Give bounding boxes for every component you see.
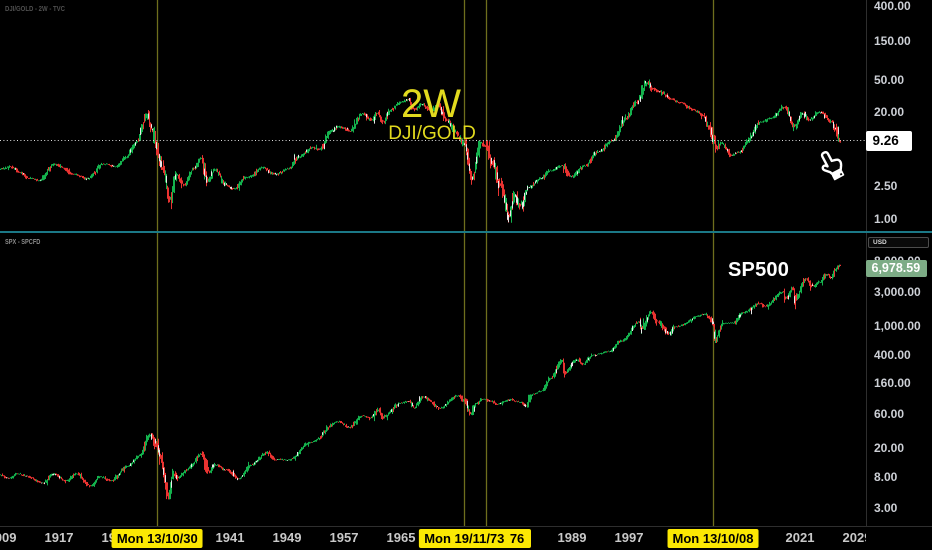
event-date-flag[interactable]: Mon 13/10/08 xyxy=(667,528,759,548)
bottom-pane-symbol-legend[interactable]: SPX - SPCFD xyxy=(5,237,41,246)
price-axis-label: 1.00 xyxy=(874,211,898,226)
bottom-pane-series[interactable] xyxy=(0,264,841,500)
price-axis-bottom[interactable]: USD 8,000.003,000.001,000.00400.00160.00… xyxy=(865,233,932,526)
price-axis-label: 3.00 xyxy=(874,500,898,515)
last-price-flag-top: 9.26 xyxy=(865,131,912,151)
price-axis-label: 2.50 xyxy=(874,179,898,194)
price-axis-label: 60.00 xyxy=(874,406,905,421)
time-axis-year-label: 2021 xyxy=(785,530,815,545)
event-date-flag[interactable]: Mon 19/11/73 xyxy=(419,528,510,548)
top-pane-symbol-legend[interactable]: DJI/GOLD - 2W - TVC xyxy=(5,4,65,13)
time-axis-year-label: 1941 xyxy=(215,530,245,545)
sp500-annotation[interactable]: SP500 xyxy=(728,259,790,281)
time-axis-year-label: 1909 xyxy=(0,530,17,545)
event-vertical-lines[interactable] xyxy=(156,0,715,526)
currency-usd-button[interactable]: USD xyxy=(868,236,929,248)
event-date-flag[interactable]: Mon 13/10/30 xyxy=(111,528,203,548)
price-axis-label: 3,000.00 xyxy=(874,284,921,299)
price-axis-label: 20.00 xyxy=(874,105,905,120)
time-axis[interactable]: 1909191719251933194119491957196519731981… xyxy=(0,526,932,550)
time-axis-year-label: 2029 xyxy=(842,530,866,545)
time-axis-year-label: 1965 xyxy=(386,530,416,545)
price-axis-label: 400.00 xyxy=(874,347,911,362)
price-axis-label: 400.00 xyxy=(874,0,911,13)
price-axis-label: 8.00 xyxy=(874,469,898,484)
symbol-annotation[interactable]: DJI/GOLD xyxy=(388,123,476,144)
time-axis-year-label: 1957 xyxy=(329,530,359,545)
price-axis-label: 150.00 xyxy=(874,33,911,48)
price-axis-label: 1,000.00 xyxy=(874,318,921,333)
time-axis-year-label: 1917 xyxy=(44,530,74,545)
timeframe-annotation[interactable]: 2W xyxy=(401,82,461,126)
hand-cursor-icon xyxy=(815,146,849,191)
time-axis-year-label: 1997 xyxy=(614,530,644,545)
price-axis-label: 20.00 xyxy=(874,441,905,456)
price-axis-label: 160.00 xyxy=(874,376,911,391)
time-axis-year-label: 1949 xyxy=(272,530,302,545)
top-pane-series[interactable] xyxy=(0,79,841,223)
pane-separator[interactable] xyxy=(0,231,932,233)
price-axis-label: 50.00 xyxy=(874,72,905,87)
time-axis-year-label: 1989 xyxy=(557,530,587,545)
last-price-flag-bottom: 6,978.59 xyxy=(865,259,927,277)
